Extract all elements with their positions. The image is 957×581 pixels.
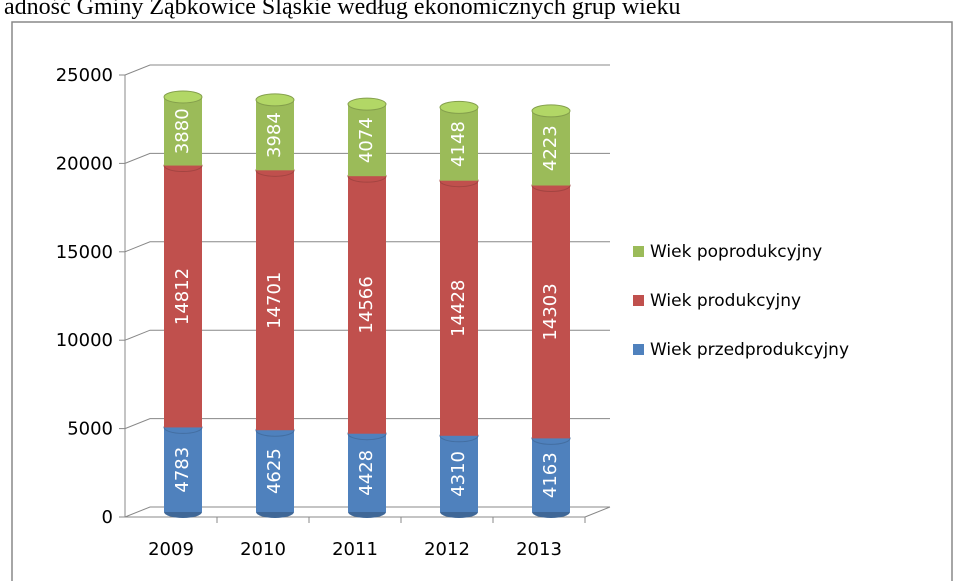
value-label: 14701 xyxy=(264,272,285,329)
bar-segment xyxy=(348,104,386,177)
y-tick-label: 10000 xyxy=(56,330,113,351)
bar-segment xyxy=(532,185,570,439)
x-tick-label: 2010 xyxy=(240,539,286,560)
chart-title: adność Gminy Ząbkowice Śląskie według ek… xyxy=(4,0,681,20)
bar-segment xyxy=(440,180,478,436)
y-tick-label: 15000 xyxy=(56,242,113,263)
bar-segment xyxy=(164,165,202,428)
bar-cap xyxy=(347,97,387,111)
bar-segment xyxy=(348,176,386,434)
value-label: 14812 xyxy=(172,268,193,325)
bar-segment xyxy=(440,107,478,181)
bar-segment xyxy=(532,438,570,512)
bar-segment xyxy=(256,99,294,171)
bar-segment xyxy=(256,430,294,512)
value-label: 4783 xyxy=(172,447,193,493)
value-label: 3880 xyxy=(172,108,193,154)
value-label: 14303 xyxy=(540,283,561,340)
bar-segment xyxy=(164,427,202,512)
y-tick-label: 5000 xyxy=(67,419,113,440)
value-label: 4074 xyxy=(356,117,377,163)
legend-label: Wiek produkcyjny xyxy=(650,291,801,311)
value-label: 4428 xyxy=(356,450,377,496)
value-label: 3984 xyxy=(264,112,285,158)
legend-swatch xyxy=(633,295,644,306)
legend-swatch xyxy=(633,246,644,257)
y-tick-label: 20000 xyxy=(56,153,113,174)
x-tick-label: 2011 xyxy=(332,539,378,560)
value-label: 4310 xyxy=(448,451,469,497)
bar-cap xyxy=(531,104,571,118)
x-tick-label: 2009 xyxy=(148,539,194,560)
bar-cap xyxy=(255,93,295,107)
bar-cap xyxy=(163,90,203,104)
bar-segment xyxy=(164,96,202,166)
bar-segment xyxy=(440,435,478,512)
y-tick-label: 0 xyxy=(102,507,113,528)
bar-segment xyxy=(532,110,570,186)
value-label: 4223 xyxy=(540,125,561,171)
bar-cap xyxy=(439,100,479,114)
y-tick-label: 25000 xyxy=(56,65,113,86)
x-tick-label: 2013 xyxy=(516,539,562,560)
value-label: 14566 xyxy=(356,276,377,333)
value-label: 14428 xyxy=(448,280,469,337)
chart-frame xyxy=(11,21,953,581)
legend-swatch xyxy=(633,344,644,355)
x-tick-label: 2012 xyxy=(424,539,470,560)
legend-label: Wiek przedprodukcyjny xyxy=(650,340,849,360)
bar-segment xyxy=(256,170,294,431)
grid-line xyxy=(124,64,610,76)
value-label: 4625 xyxy=(264,448,285,494)
floor-edge xyxy=(584,506,611,518)
bar-segment xyxy=(348,433,386,512)
legend-label: Wiek poprodukcyjny xyxy=(650,242,822,262)
value-label: 4163 xyxy=(540,452,561,498)
value-label: 4148 xyxy=(448,121,469,167)
